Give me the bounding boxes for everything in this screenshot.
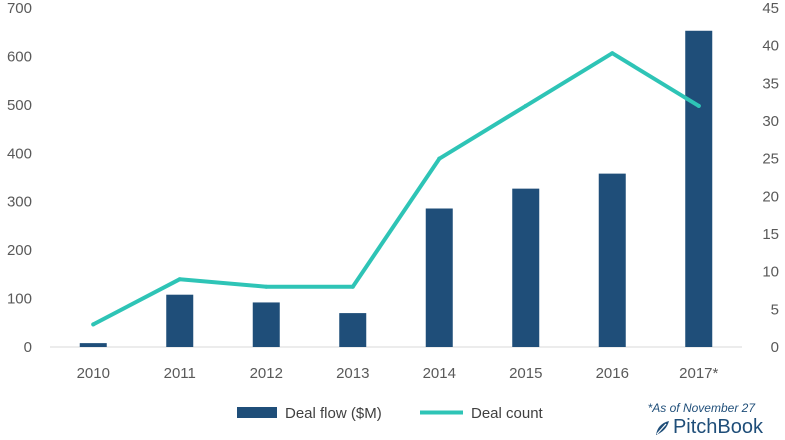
left-tick-label: 300 [7,194,32,211]
legend-label-deal-flow: Deal flow ($M) [285,405,382,422]
left-tick-label: 500 [7,97,32,114]
left-tick-label: 0 [24,339,32,356]
left-axis-ticks: 0 100 200 300 400 500 600 700 [7,0,32,356]
bar-2016 [598,173,626,347]
right-tick-label: 5 [771,301,779,318]
x-tick-label: 2017* [679,365,718,382]
left-tick-label: 400 [7,145,32,162]
left-tick-label: 200 [7,242,32,259]
footnote: *As of November 27 [647,401,755,415]
right-tick-label: 20 [762,188,779,205]
deal-count-point-2012 [264,284,269,289]
right-tick-label: 10 [762,264,779,281]
right-tick-label: 25 [762,151,779,168]
deal-count-line [91,51,701,327]
deal-count-point-2016 [610,51,615,56]
x-axis-ticks: 2010 2011 2012 2013 2014 2015 2016 2017* [77,365,719,382]
right-tick-label: 35 [762,75,779,92]
bar-2015 [512,188,540,347]
x-tick-label: 2016 [596,365,629,382]
bar-2012 [252,302,280,347]
x-tick-label: 2014 [423,365,456,382]
x-tick-label: 2015 [509,365,542,382]
left-tick-label: 700 [7,0,32,17]
brand-name: PitchBook [672,416,763,438]
x-tick-label: 2010 [77,365,110,382]
deal-count-point-2013 [350,284,355,289]
right-tick-label: 45 [762,0,779,17]
deal-count-point-2015 [523,103,528,108]
bar-2010 [79,343,107,347]
x-tick-label: 2011 [164,365,196,382]
bar-2014 [425,208,453,347]
legend-label-deal-count: Deal count [471,405,544,422]
legend-swatch-deal-flow [237,407,277,418]
pitchbook-leaf-icon [655,420,669,435]
bar-2013 [339,313,367,347]
deal-count-polyline [91,51,701,327]
right-tick-label: 0 [771,339,779,356]
right-tick-label: 15 [762,226,779,243]
bars [79,30,713,348]
right-axis-ticks: 0 5 10 15 20 25 30 35 40 45 [762,0,779,356]
deal-count-point-2010 [91,322,96,327]
deal-count-point-2014 [437,156,442,161]
bar-2011 [166,294,194,347]
deal-count-point-2011 [177,277,182,282]
bar-2017* [685,30,713,348]
right-tick-label: 30 [762,113,779,130]
deal-count-point-2017* [696,103,701,108]
right-tick-label: 40 [762,38,779,55]
brand-logo: PitchBook [654,416,763,439]
x-tick-label: 2013 [336,365,369,382]
x-tick-label: 2012 [250,365,283,382]
legend: Deal flow ($M) Deal count [237,405,544,422]
left-tick-label: 600 [7,48,32,65]
left-tick-label: 100 [7,291,32,308]
